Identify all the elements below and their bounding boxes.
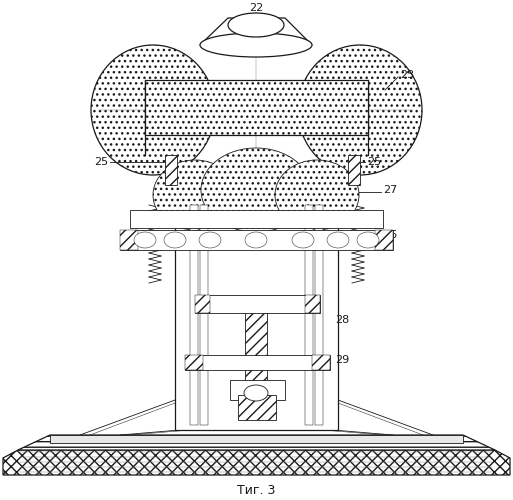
Ellipse shape bbox=[228, 13, 284, 37]
Bar bbox=[348, 155, 360, 185]
Polygon shape bbox=[3, 450, 510, 475]
Bar bbox=[200, 205, 208, 425]
Polygon shape bbox=[200, 18, 312, 45]
Ellipse shape bbox=[201, 148, 311, 232]
Bar bbox=[50, 435, 463, 443]
Ellipse shape bbox=[245, 232, 267, 248]
Text: 25: 25 bbox=[367, 157, 381, 167]
Text: 25: 25 bbox=[94, 157, 108, 167]
Ellipse shape bbox=[134, 232, 156, 248]
Bar bbox=[185, 355, 330, 370]
Bar bbox=[175, 200, 338, 430]
Bar bbox=[185, 355, 203, 370]
Bar bbox=[315, 205, 323, 425]
Bar bbox=[165, 155, 177, 185]
Bar bbox=[190, 205, 198, 425]
Ellipse shape bbox=[327, 232, 349, 248]
Bar bbox=[305, 205, 313, 425]
Bar bbox=[145, 80, 368, 135]
Text: 28: 28 bbox=[335, 315, 349, 325]
Text: 27: 27 bbox=[383, 185, 397, 195]
Bar bbox=[245, 310, 267, 415]
Ellipse shape bbox=[91, 45, 215, 175]
Ellipse shape bbox=[200, 33, 312, 57]
Bar bbox=[375, 230, 393, 250]
Ellipse shape bbox=[292, 232, 314, 248]
Bar bbox=[230, 380, 285, 400]
Bar bbox=[120, 230, 138, 250]
Polygon shape bbox=[18, 435, 495, 450]
Bar bbox=[120, 230, 393, 250]
Bar bbox=[305, 295, 320, 313]
Ellipse shape bbox=[164, 232, 186, 248]
Bar bbox=[195, 295, 320, 313]
Ellipse shape bbox=[275, 160, 359, 230]
Ellipse shape bbox=[298, 45, 422, 175]
Text: 26: 26 bbox=[383, 230, 397, 240]
Ellipse shape bbox=[199, 232, 221, 248]
Bar bbox=[130, 210, 383, 228]
Bar bbox=[312, 355, 330, 370]
Ellipse shape bbox=[153, 160, 237, 230]
Text: 23: 23 bbox=[400, 70, 414, 80]
Text: 22: 22 bbox=[249, 3, 263, 13]
Ellipse shape bbox=[244, 385, 268, 401]
Bar bbox=[238, 395, 276, 420]
Ellipse shape bbox=[357, 232, 379, 248]
Text: 29: 29 bbox=[335, 355, 349, 365]
Text: Τиг. 3: Τиг. 3 bbox=[237, 484, 275, 496]
Bar bbox=[195, 295, 210, 313]
